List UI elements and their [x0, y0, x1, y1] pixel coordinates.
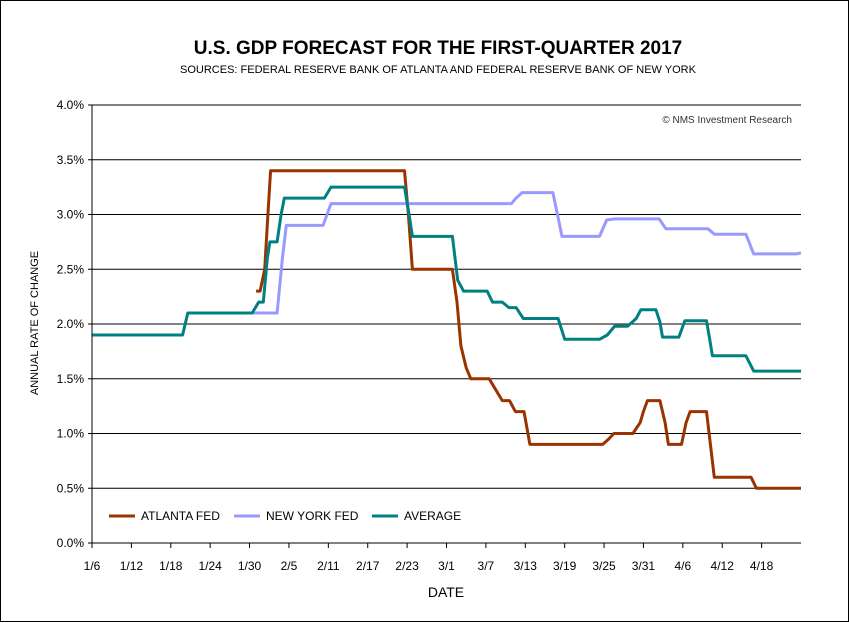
x-tick-label: 1/18 [159, 559, 183, 573]
x-tick-label: 2/23 [395, 559, 419, 573]
legend-label-new-york-fed: NEW YORK FED [266, 509, 359, 523]
y-tick-label: 3.0% [57, 208, 85, 222]
y-tick-label: 1.0% [57, 427, 85, 441]
y-tick-label: 2.0% [57, 317, 85, 331]
x-tick-label: 3/7 [478, 559, 495, 573]
series-layer [92, 169, 802, 490]
x-tick-label: 1/12 [120, 559, 144, 573]
axes: 0.0% 0.5% 1.0% 1.5% 2.0% 2.5% 3.0% 3.5% 4.0% 1/6 1… [57, 98, 801, 573]
legend-label-average: AVERAGE [404, 509, 461, 523]
series-line-atlanta-fed [256, 169, 801, 490]
x-tick-label: 1/24 [198, 559, 222, 573]
y-axis-title: ANNUAL RATE OF CHANGE [29, 251, 41, 395]
legend-label-atlanta-fed: ATLANTA FED [141, 509, 220, 523]
x-axis-title: DATE [428, 584, 464, 600]
y-tick-label: 4.0% [57, 98, 85, 112]
y-tick-label: 0.5% [57, 481, 85, 495]
x-tick-label: 4/12 [711, 559, 735, 573]
y-tick-label: 2.5% [57, 262, 85, 276]
y-tick-label: 1.5% [57, 372, 85, 386]
x-tick-label: 2/5 [281, 559, 298, 573]
watermark: © NMS Investment Research [662, 115, 792, 126]
x-tick-label: 1/30 [238, 559, 262, 573]
x-tick-label: 3/31 [632, 559, 656, 573]
y-tick-label: 0.0% [57, 536, 85, 550]
chart-subtitle: SOURCES: FEDERAL RESERVE BANK OF ATLANTA… [180, 64, 697, 76]
x-tick-label: 3/13 [514, 559, 538, 573]
gridlines [92, 104, 801, 489]
x-tick-label: 4/18 [750, 559, 774, 573]
series-line-new-york-fed [252, 191, 802, 315]
chart-title: U.S. GDP FORECAST FOR THE FIRST-QUARTER … [194, 38, 682, 59]
x-tick-label: 3/1 [438, 559, 455, 573]
y-tick-label: 3.5% [57, 153, 85, 167]
series-line-average [92, 185, 801, 373]
x-tick-label: 1/6 [84, 559, 101, 573]
x-tick-label: 2/11 [317, 559, 340, 573]
legend: ATLANTA FED NEW YORK FED AVERAGE [109, 509, 461, 523]
x-tick-label: 2/17 [356, 559, 380, 573]
x-tick-label: 3/19 [553, 559, 577, 573]
x-tick-label: 3/25 [592, 559, 616, 573]
x-tick-label: 4/6 [674, 559, 691, 573]
